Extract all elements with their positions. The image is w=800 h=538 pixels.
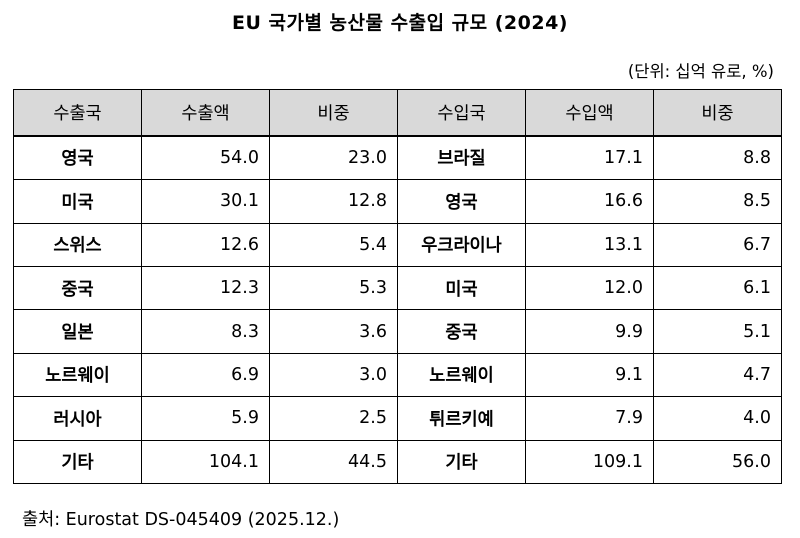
cell-import-share: 4.7: [653, 352, 782, 398]
header-export-share: 비중: [269, 89, 398, 137]
cell-import-country: 미국: [397, 265, 526, 311]
cell-import-share: 4.0: [653, 396, 782, 441]
table-row: 일본 8.3 3.6 중국 9.9 5.1: [13, 309, 782, 354]
cell-import-country: 노르웨이: [397, 352, 526, 398]
table-row: 러시아 5.9 2.5 튀르키예 7.9 4.0: [13, 396, 782, 441]
cell-export-country: 중국: [13, 265, 142, 311]
cell-import-share: 8.8: [653, 134, 782, 181]
header-row: 수출국 수출액 비중 수입국 수입액 비중: [13, 89, 782, 137]
cell-export-share: 23.0: [269, 134, 398, 181]
cell-import-value: 109.1: [525, 439, 654, 485]
cell-export-country: 미국: [13, 179, 142, 224]
header-import-value: 수입액: [525, 89, 654, 137]
cell-import-value: 16.6: [525, 179, 654, 224]
cell-import-country: 우크라이나: [397, 222, 526, 268]
cell-import-country: 기타: [397, 439, 526, 485]
cell-export-share: 3.6: [269, 309, 398, 354]
header-export-country: 수출국: [13, 89, 142, 137]
header-import-share: 비중: [653, 89, 782, 137]
unit-note: (단위: 십억 유로, %): [627, 62, 774, 81]
cell-import-value: 12.0: [525, 265, 654, 311]
cell-import-value: 17.1: [525, 134, 654, 181]
header-export-value: 수출액: [141, 89, 270, 137]
page-title: EU 국가별 농산물 수출입 규모 (2024): [231, 12, 568, 34]
cell-export-share: 5.3: [269, 265, 398, 311]
cell-import-country: 영국: [397, 179, 526, 224]
header-import-country: 수입국: [397, 89, 526, 137]
cell-export-country: 영국: [13, 134, 142, 181]
cell-import-value: 9.9: [525, 309, 654, 354]
cell-import-share: 56.0: [653, 439, 782, 485]
cell-export-value: 5.9: [141, 396, 270, 441]
cell-export-share: 2.5: [269, 396, 398, 441]
table-row: 노르웨이 6.9 3.0 노르웨이 9.1 4.7: [13, 352, 782, 398]
table-row: 기타 104.1 44.5 기타 109.1 56.0: [13, 439, 782, 485]
cell-export-value: 8.3: [141, 309, 270, 354]
table-body: 영국 54.0 23.0 브라질 17.1 8.8 미국 30.1 12.8 영국 16.6 8.5 스…: [13, 134, 782, 485]
source-note: 출처: Eurostat DS-045409 (2025.12.): [22, 510, 340, 530]
cell-export-share: 5.4: [269, 222, 398, 268]
cell-export-country: 스위스: [13, 222, 142, 268]
table-row: 스위스 12.6 5.4 우크라이나 13.1 6.7: [13, 222, 782, 268]
cell-import-country: 중국: [397, 309, 526, 354]
cell-export-share: 12.8: [269, 179, 398, 224]
cell-import-value: 9.1: [525, 352, 654, 398]
cell-export-value: 12.6: [141, 222, 270, 268]
cell-import-share: 6.7: [653, 222, 782, 268]
cell-export-value: 12.3: [141, 265, 270, 311]
cell-import-share: 5.1: [653, 309, 782, 354]
cell-export-country: 기타: [13, 439, 142, 485]
cell-export-share: 3.0: [269, 352, 398, 398]
table-row: 영국 54.0 23.0 브라질 17.1 8.8: [13, 134, 782, 181]
cell-export-share: 44.5: [269, 439, 398, 485]
cell-export-country: 일본: [13, 309, 142, 354]
cell-export-value: 30.1: [141, 179, 270, 224]
cell-export-value: 54.0: [141, 134, 270, 181]
cell-export-country: 노르웨이: [13, 352, 142, 398]
trade-table: 수출국 수출액 비중 수입국 수입액 비중 영국 54.0 23.0 브라질 17.1 8…: [13, 89, 782, 485]
cell-import-country: 브라질: [397, 134, 526, 181]
cell-import-value: 13.1: [525, 222, 654, 268]
table-row: 중국 12.3 5.3 미국 12.0 6.1: [13, 265, 782, 311]
cell-export-country: 러시아: [13, 396, 142, 441]
cell-export-value: 104.1: [141, 439, 270, 485]
cell-import-value: 7.9: [525, 396, 654, 441]
cell-export-value: 6.9: [141, 352, 270, 398]
table-row: 미국 30.1 12.8 영국 16.6 8.5: [13, 179, 782, 224]
cell-import-country: 튀르키예: [397, 396, 526, 441]
cell-import-share: 8.5: [653, 179, 782, 224]
cell-import-share: 6.1: [653, 265, 782, 311]
